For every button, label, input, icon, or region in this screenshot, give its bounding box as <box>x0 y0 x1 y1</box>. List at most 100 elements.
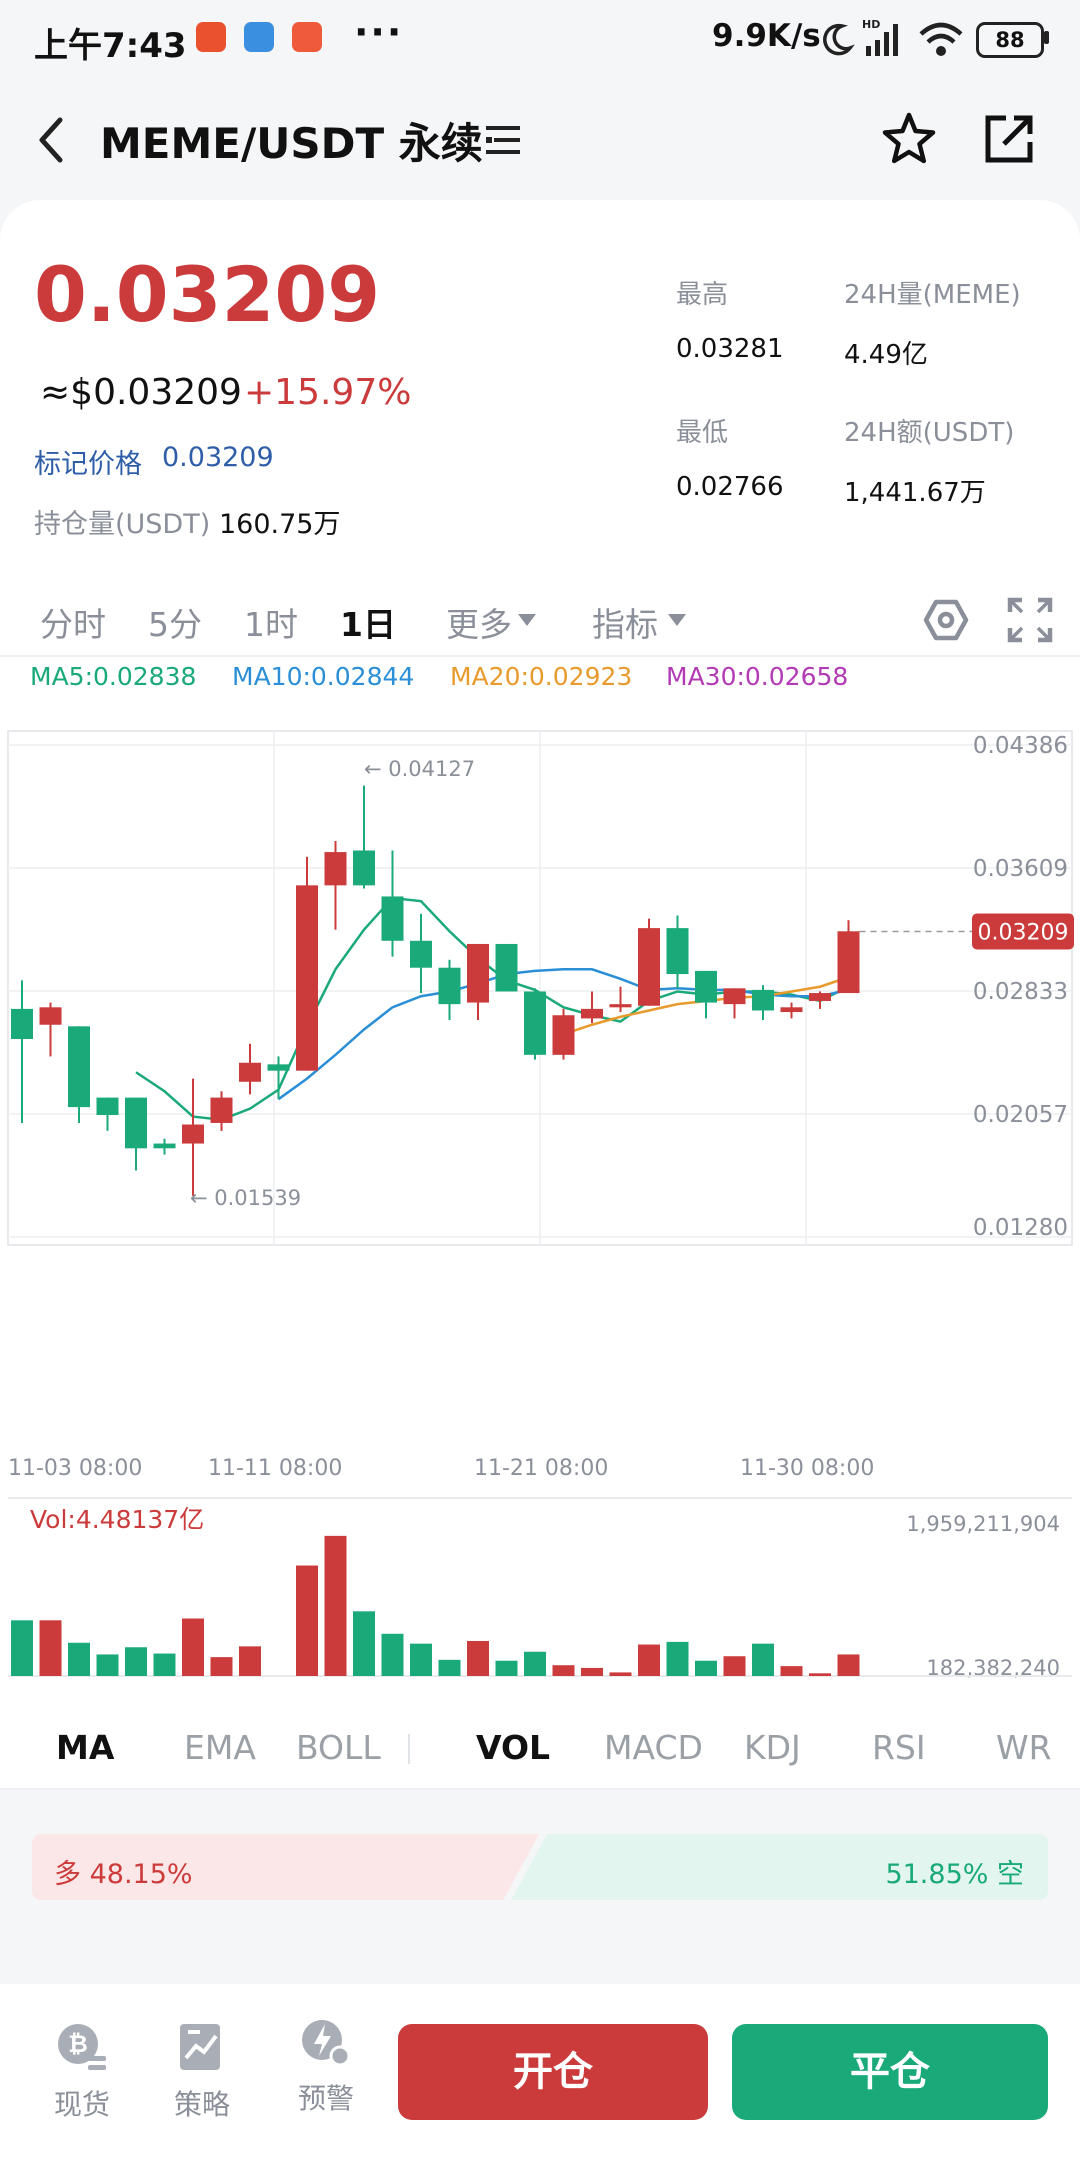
app-notification-icon <box>244 22 274 52</box>
caret-down-icon <box>518 614 536 626</box>
share-icon[interactable] <box>980 110 1038 168</box>
volume-bar <box>837 1654 860 1676</box>
indicator-boll[interactable]: BOLL <box>296 1728 381 1767</box>
tab-indicator[interactable]: 指标 <box>592 605 658 644</box>
nav-bar: MEME/USDT 永续 <box>0 80 1080 205</box>
spot-label: 现货 <box>53 2088 110 2121</box>
fullscreen-icon[interactable] <box>1006 596 1054 644</box>
volume-max-label: 1,959,211,904 <box>906 1512 1060 1536</box>
tab-more[interactable]: 更多 <box>446 605 512 644</box>
favorite-star-icon[interactable] <box>880 110 938 168</box>
candle-body <box>581 1008 603 1019</box>
indicator-rsi[interactable]: RSI <box>872 1728 926 1767</box>
candle-body <box>39 1007 62 1025</box>
candle-body <box>210 1097 233 1123</box>
indicator-macd[interactable]: MACD <box>604 1728 703 1767</box>
candle-body <box>609 1004 632 1008</box>
chart-settings-icon[interactable] <box>922 596 970 644</box>
open-interest-label: 持仓量(USDT) <box>34 509 211 540</box>
volume-bar <box>39 1620 62 1676</box>
long-short-ratio-bar <box>32 1834 1048 1900</box>
tab-1hour[interactable]: 1时 <box>244 605 298 644</box>
candle-body <box>467 943 489 1003</box>
ratio-section: 多 48.15% 51.85% 空 <box>0 1790 1080 1990</box>
volume-bar <box>96 1654 119 1676</box>
candle-body <box>638 928 660 1006</box>
long-ratio-label: 多 48.15% <box>54 1859 193 1890</box>
alert-button[interactable]: 预警 <box>276 2014 376 2117</box>
ma5-legend: MA5:0.02838 <box>30 662 197 691</box>
volume-bar <box>153 1653 176 1676</box>
market-card: 0.03209 ≈$0.03209 +15.97% 标记价格 0.03209 持… <box>0 200 1080 1788</box>
volume-bar <box>609 1672 632 1676</box>
close-position-button[interactable]: 平仓 <box>732 2024 1048 2120</box>
spot-button[interactable]: ₿ 现货 <box>32 2020 132 2123</box>
indicator-wr[interactable]: WR <box>996 1728 1052 1767</box>
candle-body <box>438 967 461 1005</box>
strategy-button[interactable]: 策略 <box>152 2020 252 2123</box>
wifi-icon <box>919 22 963 56</box>
battery-tip <box>1044 31 1049 44</box>
volume-24h-value: 4.49亿 <box>844 340 928 370</box>
price-change: +15.97% <box>244 372 412 413</box>
volume-bar <box>353 1611 375 1676</box>
y-tick-label: 0.01280 <box>973 1215 1068 1241</box>
volume-bar <box>438 1659 461 1676</box>
high-annotation: ← 0.04127 <box>364 757 475 781</box>
timeframe-tabs: 分时 5分 1时 1日 更多 指标 <box>0 590 1080 650</box>
app-notification-icon <box>292 22 322 52</box>
kline-chart[interactable]: 0.04386 0.03609 0.02833 0.02057 0.01280 … <box>0 725 1080 1285</box>
app-notification-icon <box>196 22 226 52</box>
volume-bar <box>296 1565 318 1676</box>
volume-bar <box>752 1643 774 1676</box>
candle-body <box>410 940 432 968</box>
svg-text:₿: ₿ <box>68 2030 88 2058</box>
tab-5min[interactable]: 5分 <box>148 605 202 644</box>
amount-24h-label: 24H额(USDT) <box>844 418 1015 448</box>
battery-icon: 88 <box>976 22 1044 58</box>
tab-1day[interactable]: 1日 <box>340 605 396 644</box>
tab-timeline[interactable]: 分时 <box>40 605 106 644</box>
volume-bar <box>11 1620 33 1676</box>
open-position-button[interactable]: 开仓 <box>398 2024 708 2120</box>
open-interest-value: 160.75万 <box>219 509 341 540</box>
network-speed: 9.9K/s <box>712 18 821 54</box>
usd-price: ≈$0.03209 <box>40 372 242 413</box>
divider <box>0 1788 1080 1790</box>
chart-gridlines <box>8 731 1072 1245</box>
bottom-bar: ₿ 现货 策略 预警 开仓 平仓 <box>0 1984 1080 2160</box>
volume-bars <box>11 1535 860 1676</box>
candle-body <box>837 931 860 994</box>
y-tick-label: 0.02057 <box>973 1102 1068 1128</box>
volume-bar <box>125 1647 147 1676</box>
short-ratio-label: 51.85% 空 <box>885 1859 1024 1890</box>
back-arrow-icon[interactable] <box>32 112 72 168</box>
signal-icon: HD <box>862 18 898 56</box>
switch-pair-icon[interactable] <box>484 120 524 160</box>
divider <box>0 655 1080 657</box>
ma5-line <box>135 896 850 1122</box>
indicator-kdj[interactable]: KDJ <box>744 1728 801 1767</box>
low-annotation: ← 0.01539 <box>190 1186 301 1210</box>
indicator-ema[interactable]: EMA <box>184 1728 256 1767</box>
indicator-vol[interactable]: VOL <box>476 1728 551 1767</box>
candle-body <box>125 1097 147 1149</box>
volume-bar <box>780 1666 803 1676</box>
candle-body <box>666 928 689 975</box>
indicator-ma[interactable]: MA <box>56 1728 115 1767</box>
ma20-legend: MA20:0.02923 <box>450 662 633 691</box>
mark-price-label[interactable]: 标记价格 <box>34 449 142 480</box>
volume-chart[interactable] <box>0 1494 1080 1684</box>
candle-body <box>239 1062 261 1082</box>
candle-body <box>552 1015 575 1055</box>
volume-bar <box>723 1656 746 1676</box>
volume-bar <box>695 1660 717 1676</box>
alert-label: 预警 <box>297 2082 354 2115</box>
x-tick-label: 11-03 08:00 <box>8 1456 143 1481</box>
more-notifications-icon: ··· <box>354 10 404 54</box>
volume-bar <box>581 1667 603 1676</box>
ma10-legend: MA10:0.02844 <box>232 662 415 691</box>
volume-bar <box>410 1643 432 1676</box>
bitcoin-icon: ₿ <box>58 2024 106 2070</box>
indicator-divider <box>408 1734 410 1764</box>
